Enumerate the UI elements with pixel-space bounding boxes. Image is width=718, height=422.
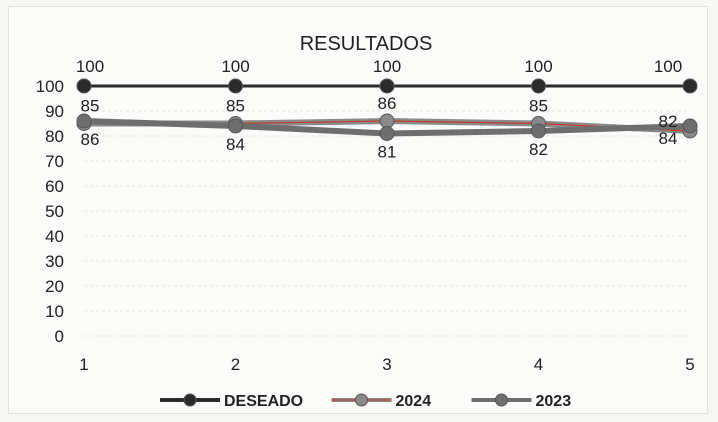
- data-point: [379, 113, 395, 129]
- data-point: [228, 118, 243, 134]
- y-tick-label: 90: [45, 102, 64, 121]
- legend-label: 2023: [536, 393, 572, 410]
- data-point: [682, 118, 698, 134]
- data-label: 100: [654, 57, 682, 76]
- data-point: [531, 123, 546, 139]
- y-tick-label: 40: [45, 227, 64, 246]
- data-point: [76, 113, 92, 129]
- legend-swatch-marker: [355, 393, 368, 407]
- data-label: 84: [659, 129, 678, 148]
- data-point: [682, 78, 698, 94]
- data-label: 82: [659, 112, 678, 131]
- data-label: 100: [373, 57, 401, 76]
- y-tick-label: 30: [45, 252, 64, 271]
- legend: DESEADO 2024 2023: [160, 393, 571, 410]
- y-tick-label: 20: [45, 277, 64, 296]
- series-lines: [76, 78, 698, 141]
- x-axis-ticks: 1 2 3 4 5: [79, 355, 694, 374]
- data-label: 86: [378, 94, 397, 113]
- y-tick-label: 70: [45, 152, 64, 171]
- legend-swatch-marker: [495, 393, 508, 407]
- data-label: 85: [81, 97, 100, 116]
- y-tick-label: 50: [45, 202, 64, 221]
- data-label: 86: [81, 130, 100, 149]
- data-label: 81: [378, 143, 397, 162]
- y-tick-label: 0: [55, 327, 64, 346]
- chart-frame: [8, 6, 708, 414]
- x-tick-label: 5: [685, 355, 694, 374]
- legend-label: DESEADO: [224, 393, 303, 410]
- y-tick-label: 100: [36, 77, 64, 96]
- data-label: 85: [529, 97, 548, 116]
- data-label: 100: [76, 57, 104, 76]
- data-point: [379, 78, 395, 94]
- data-point: [76, 78, 92, 94]
- y-axis-ticks: 0 10 20 30 40 50 60 70 80 90 100: [36, 77, 64, 346]
- data-label: 85: [226, 97, 245, 116]
- y-tick-label: 80: [45, 127, 64, 146]
- data-label: 84: [226, 135, 245, 154]
- data-point: [228, 78, 243, 94]
- legend-label: 2024: [396, 393, 432, 410]
- data-label: 100: [221, 57, 249, 76]
- data-label: 82: [529, 140, 548, 159]
- x-tick-label: 1: [79, 355, 88, 374]
- x-tick-label: 3: [382, 355, 391, 374]
- data-point: [531, 78, 546, 94]
- data-point: [379, 126, 395, 141]
- y-tick-label: 10: [45, 302, 64, 321]
- x-tick-label: 2: [231, 355, 240, 374]
- legend-swatch-marker: [183, 393, 197, 407]
- data-label: 100: [524, 57, 552, 76]
- y-tick-label: 60: [45, 177, 64, 196]
- chart-title: RESULTADOS: [300, 33, 433, 55]
- x-tick-label: 4: [534, 355, 543, 374]
